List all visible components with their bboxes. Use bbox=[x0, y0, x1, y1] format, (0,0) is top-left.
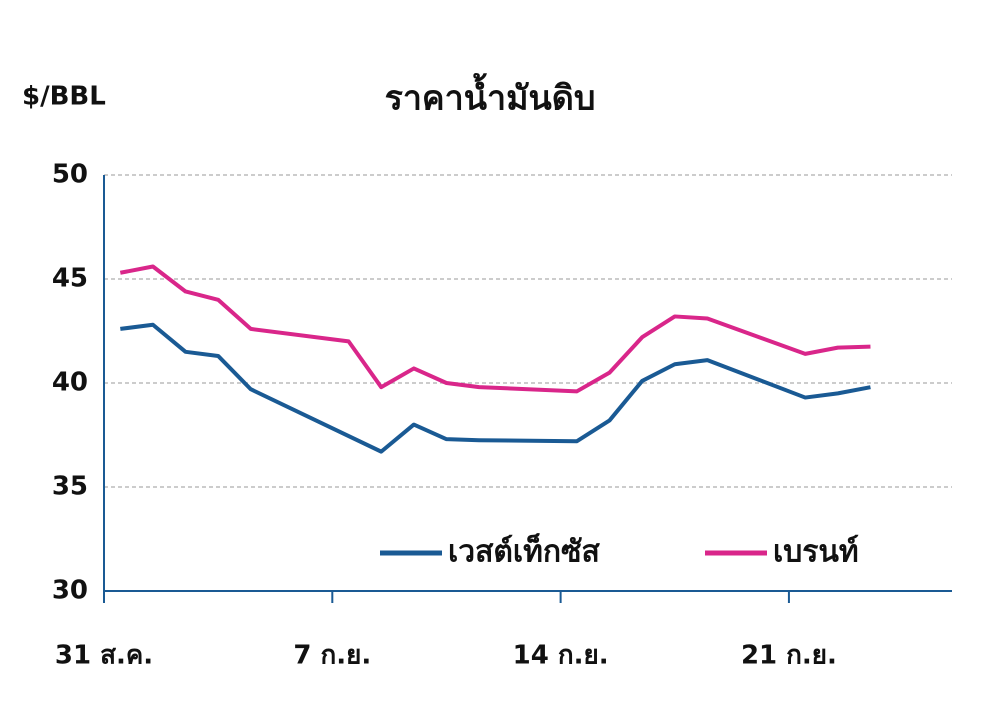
x-tick-label: 7 ก.ย. bbox=[293, 641, 371, 671]
x-tick-label: 21 ก.ย. bbox=[741, 641, 837, 671]
y-tick-label: 50 bbox=[52, 160, 88, 190]
x-tick-label: 31 ส.ค. bbox=[55, 641, 153, 671]
y-axis-label: $/BBL bbox=[22, 82, 106, 112]
y-tick-label: 45 bbox=[52, 264, 88, 294]
series-line bbox=[119, 264, 871, 394]
x-tick-label: 14 ก.ย. bbox=[513, 641, 609, 671]
y-tick-label: 35 bbox=[52, 472, 88, 502]
series-line bbox=[120, 322, 871, 454]
legend-label: เวสต์เท็กซัส bbox=[448, 533, 600, 570]
y-tick-label: 30 bbox=[52, 576, 88, 606]
legend-label: เบรนท์ bbox=[773, 535, 859, 570]
chart-title: ราคาน้ำมันดิบ bbox=[385, 73, 596, 119]
y-tick-label: 40 bbox=[52, 368, 88, 398]
